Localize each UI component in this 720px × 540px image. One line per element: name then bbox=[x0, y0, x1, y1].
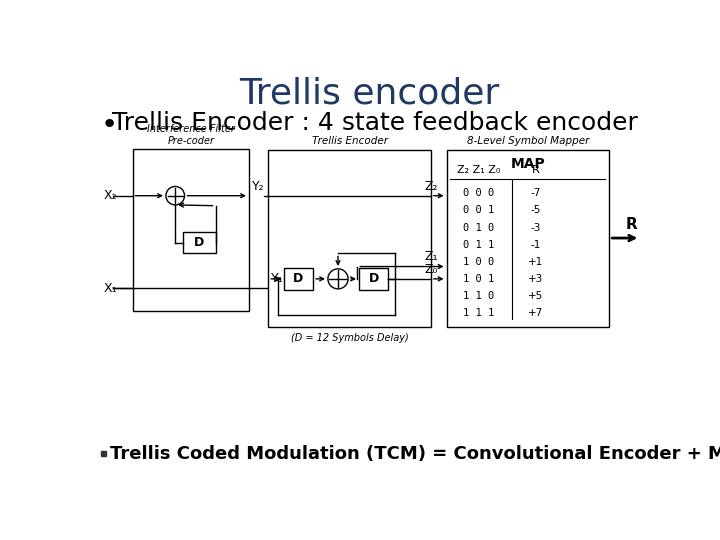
Text: -5: -5 bbox=[531, 206, 541, 215]
Text: 0 1 1: 0 1 1 bbox=[464, 240, 495, 249]
Text: Trellis encoder: Trellis encoder bbox=[239, 76, 499, 110]
Text: 0 0 0: 0 0 0 bbox=[464, 188, 495, 198]
Text: D: D bbox=[194, 236, 204, 249]
Text: Trellis Encoder : 4 state feedback encoder: Trellis Encoder : 4 state feedback encod… bbox=[112, 111, 638, 135]
Text: +5: +5 bbox=[528, 291, 544, 301]
Text: 1 1 0: 1 1 0 bbox=[464, 291, 495, 301]
Text: 1 0 0: 1 0 0 bbox=[464, 256, 495, 267]
Text: Z₂ Z₁ Z₀: Z₂ Z₁ Z₀ bbox=[457, 165, 500, 174]
Text: X₂: X₂ bbox=[104, 189, 117, 202]
Text: +7: +7 bbox=[528, 308, 544, 318]
Text: 8-Level Symbol Mapper: 8-Level Symbol Mapper bbox=[467, 136, 589, 146]
Text: 1 1 1: 1 1 1 bbox=[464, 308, 495, 318]
Text: Interference Filter
Pre-coder: Interference Filter Pre-coder bbox=[147, 124, 235, 146]
Text: R: R bbox=[532, 165, 539, 174]
Text: D: D bbox=[293, 272, 304, 285]
Text: -7: -7 bbox=[531, 188, 541, 198]
Bar bbox=[284, 268, 313, 289]
Text: Y₁: Y₁ bbox=[271, 272, 283, 285]
Bar bbox=[101, 450, 107, 456]
Text: 1 0 1: 1 0 1 bbox=[464, 274, 495, 284]
Text: Y₂: Y₂ bbox=[252, 180, 265, 193]
Text: +3: +3 bbox=[528, 274, 544, 284]
Text: Z₀: Z₀ bbox=[425, 263, 438, 276]
Bar bbox=[132, 150, 249, 311]
Bar bbox=[269, 150, 431, 327]
Text: Z₂: Z₂ bbox=[425, 180, 438, 193]
Circle shape bbox=[166, 186, 184, 205]
Text: X₁: X₁ bbox=[104, 281, 117, 295]
Text: -3: -3 bbox=[531, 222, 541, 233]
Text: MAP: MAP bbox=[510, 157, 545, 171]
Text: -1: -1 bbox=[531, 240, 541, 249]
Text: Trellis Encoder: Trellis Encoder bbox=[312, 136, 387, 146]
Text: (D = 12 Symbols Delay): (D = 12 Symbols Delay) bbox=[291, 333, 408, 343]
Circle shape bbox=[328, 269, 348, 289]
Bar bbox=[359, 268, 388, 289]
Text: +1: +1 bbox=[528, 256, 544, 267]
Text: R: R bbox=[626, 217, 637, 232]
Text: Z₁: Z₁ bbox=[425, 251, 438, 264]
Text: •: • bbox=[101, 111, 118, 139]
Text: D: D bbox=[369, 272, 379, 285]
Text: Trellis Coded Modulation (TCM) = Convolutional Encoder + Modulation: Trellis Coded Modulation (TCM) = Convolu… bbox=[110, 444, 720, 463]
Text: 0 0 1: 0 0 1 bbox=[464, 206, 495, 215]
Bar bbox=[183, 232, 215, 253]
Bar bbox=[446, 150, 609, 327]
Text: 0 1 0: 0 1 0 bbox=[464, 222, 495, 233]
